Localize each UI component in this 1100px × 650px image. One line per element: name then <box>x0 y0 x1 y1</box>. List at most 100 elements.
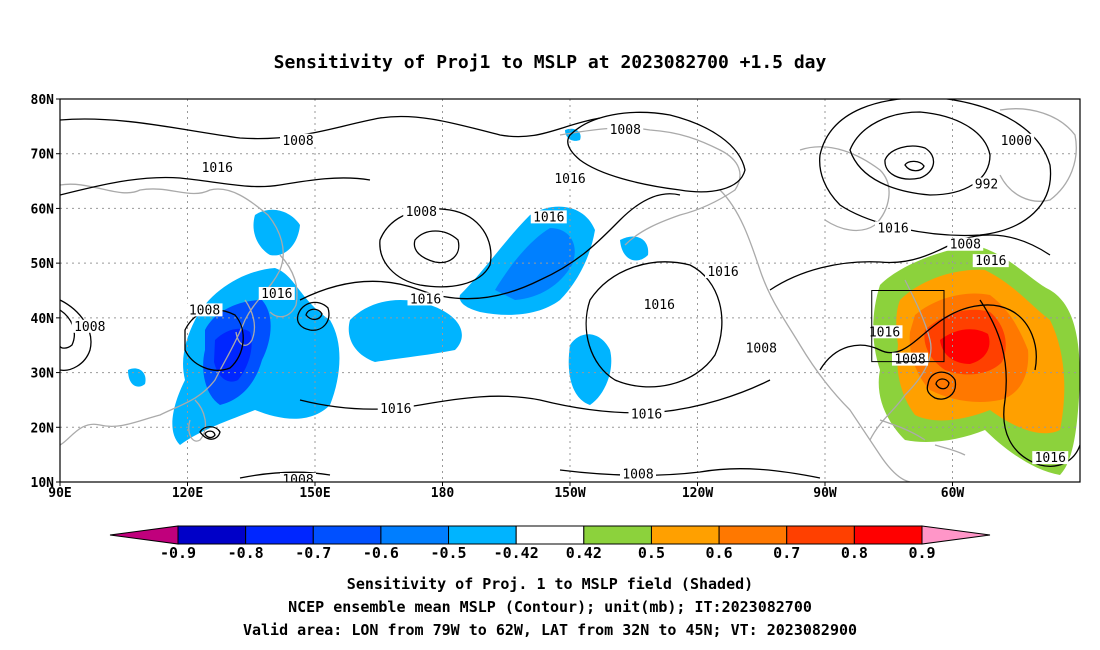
contour-1008-north <box>60 115 601 140</box>
contour-label-bg-22 <box>280 473 316 482</box>
contour-label-bg-11 <box>705 265 741 279</box>
longitude-axis: 90E 120E 150E 180 150W 120W 90W 60W <box>48 482 964 501</box>
lon-label-3: 180 <box>431 486 455 501</box>
contour-label-bg-6 <box>403 204 440 218</box>
contour-hurricane-low <box>926 371 957 400</box>
contour-1008-inner <box>413 230 460 264</box>
latitude-axis: 10N 20N 30N 40N 50N 60N 70N 80N <box>31 93 60 491</box>
contour-outer-nal <box>819 99 1052 237</box>
lon-label-2: 150E <box>299 486 330 501</box>
colorbar-label-3: -0.6 <box>363 544 399 562</box>
colorbar-label-8: 0.6 <box>706 544 733 562</box>
contour-label-16: 1008 <box>74 320 105 335</box>
colorbar-box-0 <box>177 525 247 545</box>
contour-label-bg-10 <box>972 254 1009 268</box>
lon-label-0: 90E <box>48 486 71 501</box>
contour-label-bg-24 <box>1032 451 1069 465</box>
colorbar-label-10: 0.8 <box>841 544 868 562</box>
contour-992-inner <box>884 145 935 180</box>
contour-label-bg-13 <box>258 286 295 300</box>
contour-992-core <box>904 160 925 172</box>
contour-label-9: 1008 <box>950 238 981 253</box>
shade-blue-pacific-south <box>568 334 612 405</box>
contour-label-21: 1016 <box>631 407 662 422</box>
contour-label-15: 1008 <box>189 303 220 318</box>
contour-label-8: 1016 <box>877 221 908 236</box>
contour-label-bg-2 <box>607 122 644 136</box>
contour-label-6: 1008 <box>406 205 437 220</box>
lat-label-5: 60N <box>31 202 55 217</box>
footer-line-2: NCEP ensemble mean MSLP (Contour); unit(… <box>288 598 812 616</box>
contour-label-bg-14 <box>407 292 444 306</box>
contour-label-7: 1016 <box>533 210 564 225</box>
contour-label-bg-4 <box>972 177 1001 191</box>
contour-1016-pacific-high <box>585 261 723 388</box>
shade-blue-pacific-mid-core <box>495 228 575 300</box>
contour-1008-bottom <box>559 468 821 479</box>
colorbar-box-2 <box>312 525 382 545</box>
contour-label-18: 1008 <box>746 342 777 357</box>
colorbar-label-1: -0.8 <box>228 544 264 562</box>
contour-label-bg-21 <box>628 407 665 421</box>
contour-1008-west-edge <box>60 299 92 371</box>
contour-label-20: 1016 <box>380 402 411 417</box>
coastline-north-america <box>719 189 911 482</box>
contour-1008-west-edge-inner <box>60 309 75 349</box>
colorbar-label-5: -0.42 <box>494 544 539 562</box>
contour-label-bg-5 <box>552 172 588 186</box>
colorbar-low-arrow <box>109 525 179 545</box>
coastline-korea <box>235 299 256 346</box>
lat-label-2: 30N <box>31 367 55 382</box>
contour-1016-west-atlantic <box>769 234 1051 291</box>
lon-label-1: 120E <box>172 486 203 501</box>
contour-1016-mid-pacific <box>299 193 681 301</box>
contour-label-14: 1016 <box>410 292 441 307</box>
contour-label-11: 1016 <box>707 265 738 280</box>
positive-sensitivity-shading <box>873 245 1080 475</box>
colorbar-box-9 <box>786 525 855 545</box>
footer-line-3: Valid area: LON from 79W to 62W, LAT fro… <box>243 621 857 639</box>
colorbar-label-6: 0.42 <box>566 544 602 562</box>
coastline-us-east <box>869 279 932 441</box>
colorbar-label-7: 0.5 <box>638 544 665 562</box>
lat-label-6: 70N <box>31 148 55 163</box>
lat-label-4: 50N <box>31 257 55 272</box>
contour-high-sea-of-japan <box>296 301 330 331</box>
contour-label-bg-8 <box>875 221 911 235</box>
lon-label-4: 150W <box>554 486 585 501</box>
contour-label-bg-19 <box>892 352 928 366</box>
colorbar-label-11: 0.9 <box>908 544 935 562</box>
contour-label-17: 1016 <box>869 325 900 340</box>
colorbar-box-7 <box>650 525 720 545</box>
mslp-contours <box>60 99 1080 479</box>
colorbar-box-5 <box>515 525 585 545</box>
contour-label-bg-7 <box>530 210 567 224</box>
contour-label-5: 1016 <box>554 172 585 187</box>
negative-sensitivity-shading <box>128 128 649 445</box>
map-title: Sensitivity of Proj1 to MSLP at 20230827… <box>274 52 827 73</box>
contour-label-bg-20 <box>377 401 414 415</box>
lon-label-6: 90W <box>813 486 837 501</box>
lon-label-7: 60W <box>941 486 965 501</box>
contour-label-22: 1008 <box>282 473 313 488</box>
contour-1016-east <box>979 299 1080 467</box>
contour-label-23: 1008 <box>622 468 653 483</box>
colorbar-label-2: -0.7 <box>295 544 331 562</box>
contour-label-bg-15 <box>186 303 223 317</box>
lon-label-5: 120W <box>682 486 713 501</box>
contour-label-1: 1016 <box>202 161 233 176</box>
coastline-greenland <box>999 108 1077 202</box>
contour-label-2: 1008 <box>610 123 641 138</box>
contour-label-bg-23 <box>620 467 656 481</box>
contour-1008-west-atlantic <box>819 304 1037 371</box>
colorbar-high-arrow <box>921 525 991 545</box>
shade-red-atlantic-deep <box>940 329 990 364</box>
contour-label-0: 1008 <box>282 134 313 149</box>
colorbar-label-4: -0.5 <box>430 544 466 562</box>
colorbar-box-10 <box>853 525 923 545</box>
contour-label-bg-17 <box>866 325 903 339</box>
contour-label-13: 1016 <box>261 287 292 302</box>
contour-low-south-china <box>199 426 221 440</box>
